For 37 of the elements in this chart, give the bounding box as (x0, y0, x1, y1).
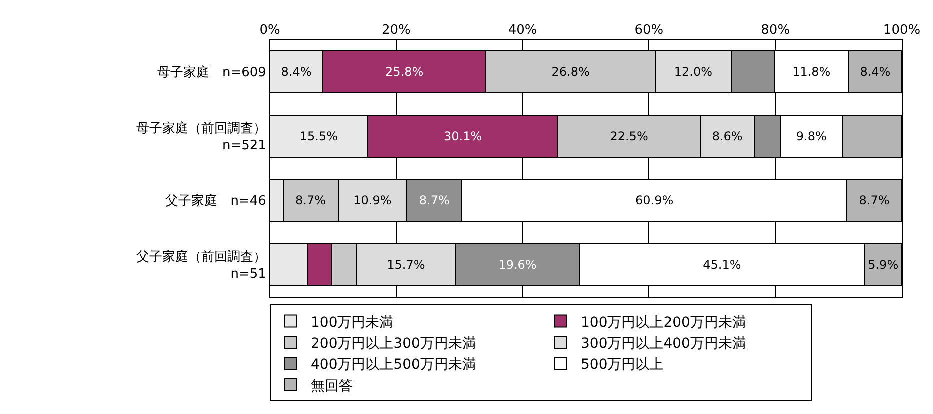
data-label: 45.1% (703, 258, 742, 272)
x-tick-label: 20% (382, 22, 411, 38)
x-tick-label: 60% (634, 22, 664, 38)
data-label: 8.6% (712, 129, 743, 144)
y-tick-label: 父子家庭 n=46 (166, 193, 266, 210)
data-label: 11.8% (792, 65, 831, 80)
legend-label: 100万円未満 (311, 314, 394, 331)
data-label: 15.5% (300, 129, 338, 144)
legend-label: 300万円以上400万円未満 (581, 336, 746, 352)
x-tick-label: 80% (761, 22, 790, 38)
legend-label: 200万円以上300万円未満 (311, 336, 476, 352)
x-tick-label: 40% (508, 22, 538, 38)
x-tick-label: 0% (260, 22, 280, 38)
data-label: 8.4% (281, 65, 312, 80)
data-label: 22.5% (610, 129, 648, 144)
y-tick-label: 母子家庭 n=609 (157, 64, 266, 81)
data-label: 5.9% (868, 258, 899, 272)
data-label: 30.1% (444, 129, 482, 144)
data-label: 12.0% (674, 65, 713, 80)
data-label: 15.7% (387, 258, 426, 272)
legend-label: 100万円以上200万円未満 (581, 314, 746, 331)
data-label: 9.8% (796, 129, 827, 144)
data-label: 8.7% (419, 194, 450, 208)
legend-label: 400万円以上500万円未満 (311, 357, 476, 374)
legend-label: 500万円以上 (581, 357, 664, 374)
data-label: 8.4% (860, 65, 891, 80)
data-label: 19.6% (498, 258, 537, 272)
data-label: 60.9% (636, 194, 674, 208)
data-label: 26.8% (552, 65, 590, 80)
y-tick-label: 母子家庭（前回調査） n=521 (136, 120, 266, 154)
x-tick-label: 100% (883, 22, 921, 38)
y-tick-label: 父子家庭（前回調査） n=51 (136, 248, 266, 282)
data-label: 8.7% (859, 194, 890, 208)
data-label: 10.9% (354, 194, 392, 208)
legend-label: 無回答 (311, 378, 353, 394)
data-label: 25.8% (386, 65, 424, 80)
data-label: 8.7% (296, 194, 326, 208)
